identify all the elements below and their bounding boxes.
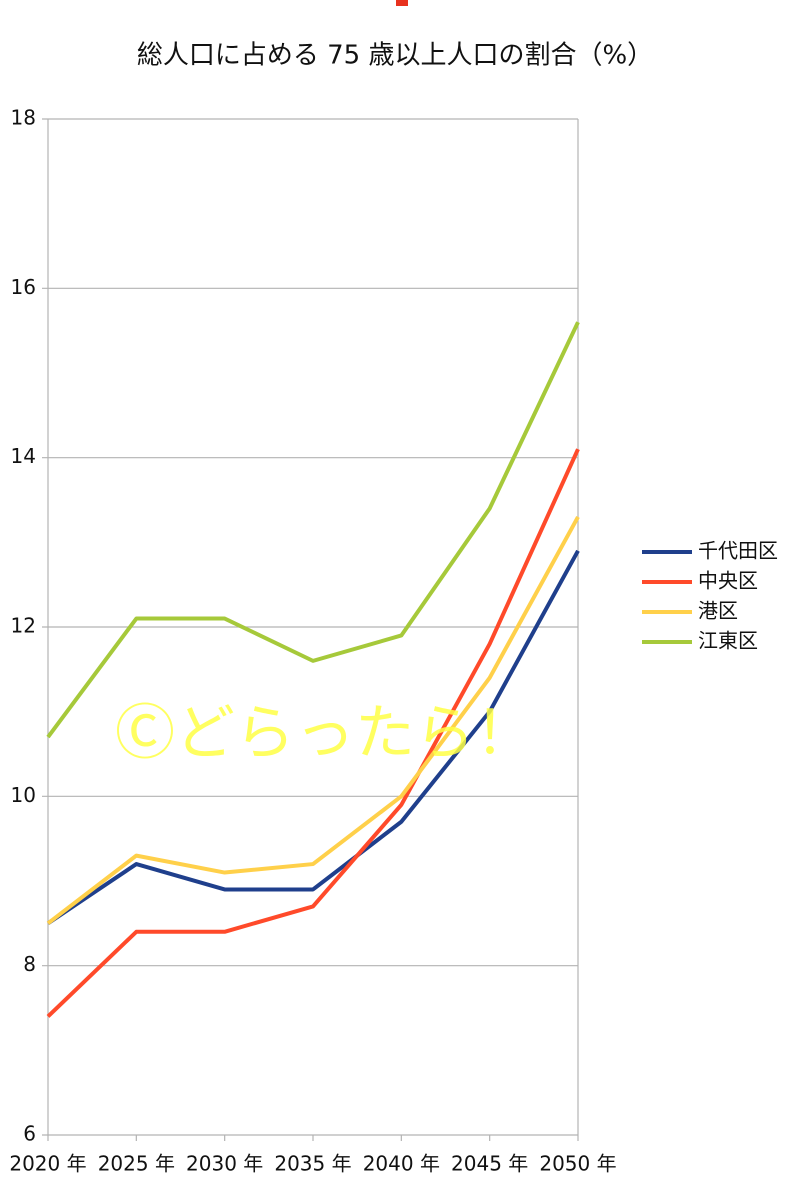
watermark: Ⓒどらったら！ — [115, 699, 535, 769]
y-tick-label: 8 — [23, 952, 36, 976]
x-tick-label: 2050 年 — [539, 1152, 616, 1176]
x-tick-label: 2035 年 — [274, 1152, 351, 1176]
series-line — [46, 549, 580, 925]
x-tick-label: 2020 年 — [9, 1152, 86, 1176]
x-tick-label: 2030 年 — [186, 1152, 263, 1176]
series-line — [46, 448, 580, 1018]
y-tick-label: 10 — [11, 783, 36, 807]
series-line — [46, 321, 580, 739]
x-tick-label: 2045 年 — [451, 1152, 528, 1176]
chart-title: 総人口に占める 75 歳以上人口の割合（%） — [137, 41, 653, 71]
y-tick-label: 12 — [11, 614, 36, 638]
legend-label: 千代田区 — [698, 539, 778, 563]
y-tick-label: 18 — [11, 106, 36, 130]
series-line — [46, 515, 580, 925]
y-tick-label: 16 — [11, 275, 36, 299]
x-tick-label: 2025 年 — [98, 1152, 175, 1176]
legend-label: 港区 — [698, 599, 738, 623]
legend-label: 江東区 — [698, 629, 758, 653]
top-mark — [396, 0, 408, 6]
y-tick-label: 14 — [11, 444, 36, 468]
y-tick-label: 6 — [23, 1122, 36, 1146]
x-tick-label: 2040 年 — [363, 1152, 440, 1176]
legend-label: 中央区 — [698, 569, 758, 593]
